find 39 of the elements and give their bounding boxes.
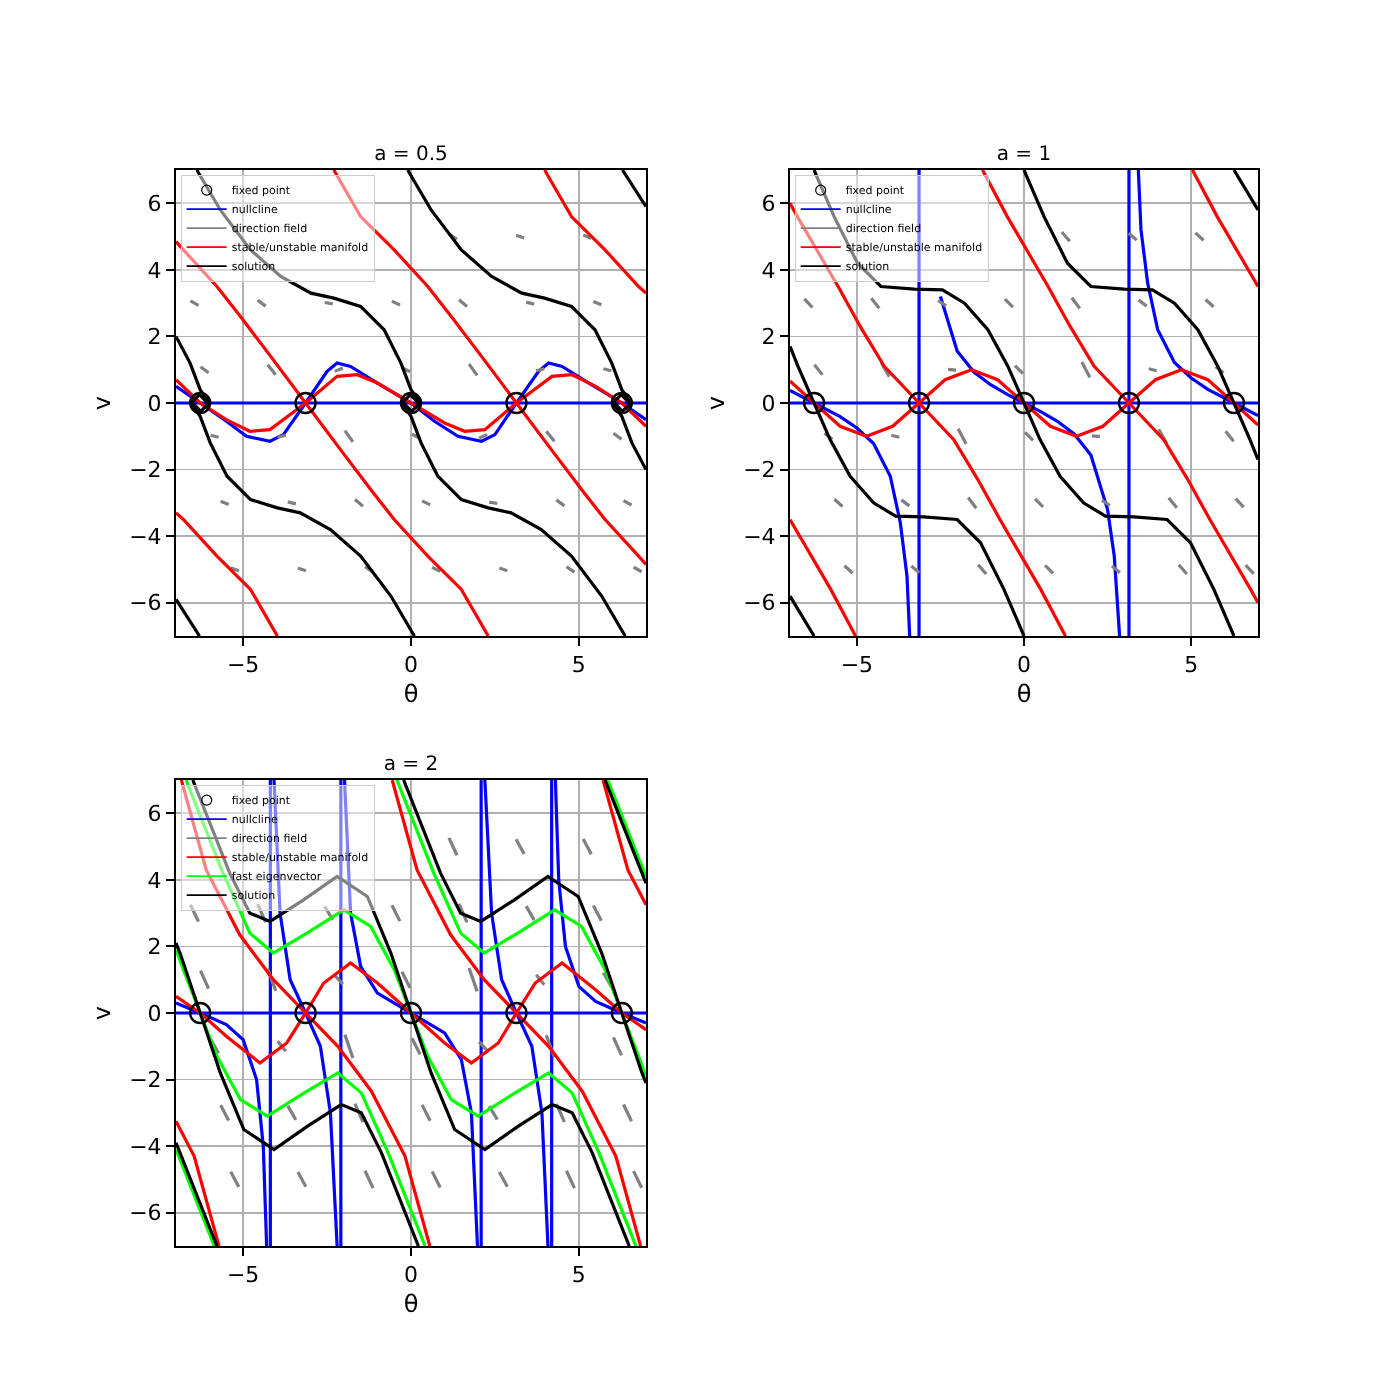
x-axis-title: θ [403, 680, 419, 709]
x-tick-label: 5 [571, 652, 586, 679]
x-tick-label: −5 [226, 652, 260, 679]
y-tick-label: −4 [743, 523, 776, 550]
y-tick-label: 2 [761, 324, 776, 351]
y-tick-label: 6 [147, 190, 162, 217]
y-tick-label: −2 [129, 1067, 162, 1094]
x-tick-label: 0 [404, 652, 418, 679]
y-tick-label: 2 [147, 324, 162, 351]
y-tick-label: 0 [147, 390, 162, 417]
y-tick-label: −6 [129, 1200, 162, 1227]
y-tick-label: 4 [761, 257, 776, 284]
x-tick-label: 5 [571, 1262, 586, 1289]
y-tick-label: 4 [147, 867, 162, 894]
y-tick-label: −6 [129, 590, 162, 617]
x-axis-title: θ [1016, 680, 1032, 709]
y-tick-label: 0 [147, 1000, 162, 1027]
y-tick-label: 4 [147, 257, 162, 284]
y-tick-label: −4 [129, 523, 162, 550]
y-tick-label: −2 [743, 457, 776, 484]
y-tick-label: −6 [743, 590, 776, 617]
x-tick-label: −5 [226, 1262, 260, 1289]
y-axis-title: v [87, 395, 116, 411]
chart-title: a = 2 [383, 754, 439, 776]
x-tick-label: 5 [1184, 652, 1199, 679]
y-axis-title: v [87, 1005, 116, 1021]
x-tick-label: −5 [840, 652, 874, 679]
chart-title: a = 1 [996, 144, 1052, 166]
y-tick-label: 0 [761, 390, 776, 417]
x-axis-title: θ [403, 1290, 419, 1319]
y-tick-label: 6 [147, 800, 162, 827]
chart-title: a = 0.5 [374, 144, 448, 166]
y-tick-label: 6 [761, 190, 776, 217]
y-axis-title: v [701, 395, 730, 411]
x-tick-label: 0 [404, 1262, 418, 1289]
y-tick-label: −2 [129, 457, 162, 484]
y-tick-label: 2 [147, 934, 162, 961]
y-tick-label: −4 [129, 1133, 162, 1160]
x-tick-label: 0 [1017, 652, 1031, 679]
